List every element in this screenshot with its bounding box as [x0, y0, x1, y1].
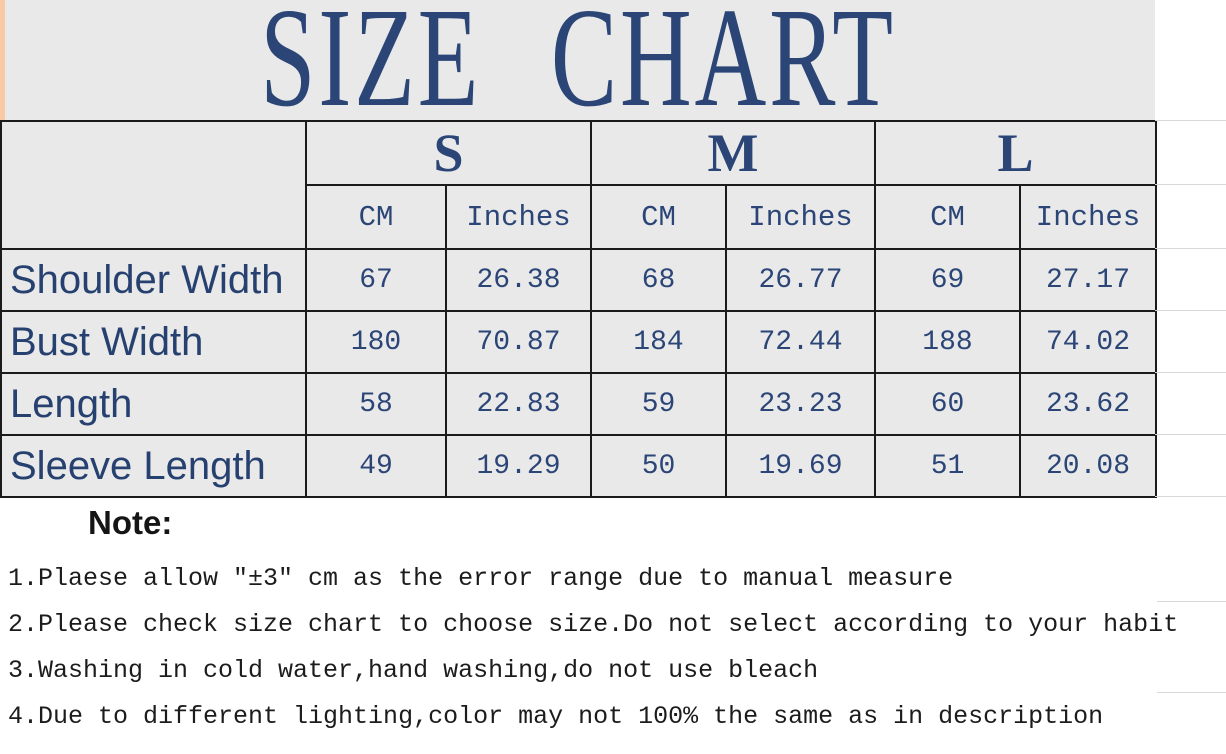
unit-header-l-inches: Inches: [1019, 184, 1158, 250]
value-cell: 67: [305, 248, 447, 312]
value-cell: 20.08: [1019, 434, 1158, 498]
note-item-2: 2.Please check size chart to choose size…: [8, 610, 1179, 639]
gridline: [1157, 692, 1226, 693]
value-cell: 19.29: [444, 434, 593, 498]
value-cell: 72.44: [725, 310, 877, 374]
gridline: [1157, 601, 1226, 602]
gridline: [1155, 372, 1226, 373]
value-cell: 58: [305, 372, 447, 436]
row-label: Shoulder Width: [0, 248, 307, 312]
page-title: SIZE CHART: [259, 0, 896, 136]
table-header-sizes: S M L: [0, 120, 1158, 250]
unit-header-m-cm: CM: [590, 184, 728, 250]
value-cell: 23.62: [1019, 372, 1158, 436]
value-cell: 19.69: [725, 434, 877, 498]
gridline: [1155, 310, 1226, 311]
value-cell: 23.23: [725, 372, 877, 436]
value-cell: 60: [874, 372, 1022, 436]
note-heading: Note:: [88, 504, 173, 541]
notes-list: 1.Plaese allow ″±3″ cm as the error rang…: [8, 556, 1223, 740]
note-item-1: 1.Plaese allow ″±3″ cm as the error rang…: [8, 564, 954, 593]
note-item-4: 4.Due to different lighting,color may no…: [8, 702, 1104, 731]
value-cell: 184: [590, 310, 728, 374]
value-cell: 70.87: [444, 310, 593, 374]
title-band: SIZE CHART: [0, 0, 1155, 128]
size-header-l: L: [874, 120, 1158, 186]
accent-stripe: [0, 0, 5, 120]
table-row-length: Length 58 22.83 59 23.23 60 23.62: [0, 372, 1158, 436]
size-table: S M L CM Inches CM Inches CM Inches Shou…: [0, 120, 1158, 498]
corner-empty-cell: [0, 120, 307, 250]
value-cell: 74.02: [1019, 310, 1158, 374]
value-cell: 69: [874, 248, 1022, 312]
unit-header-m-inches: Inches: [725, 184, 877, 250]
gridline: [1155, 184, 1226, 185]
value-cell: 26.38: [444, 248, 593, 312]
size-header-s: S: [304, 120, 593, 186]
value-cell: 26.77: [725, 248, 877, 312]
value-cell: 50: [590, 434, 728, 498]
table-row-shoulder-width: Shoulder Width 67 26.38 68 26.77 69 27.1…: [0, 248, 1158, 312]
size-header-m: M: [590, 120, 877, 186]
gridline: [1155, 434, 1226, 435]
value-cell: 180: [305, 310, 447, 374]
value-cell: 68: [590, 248, 728, 312]
value-cell: 51: [874, 434, 1022, 498]
value-cell: 22.83: [444, 372, 593, 436]
table-header-units: CM Inches CM Inches CM Inches: [1, 184, 1158, 250]
table-row-bust-width: Bust Width 180 70.87 184 72.44 188 74.02: [0, 310, 1158, 374]
row-label: Length: [0, 372, 307, 436]
value-cell: 49: [305, 434, 447, 498]
value-cell: 59: [590, 372, 728, 436]
gridline: [1155, 248, 1226, 249]
unit-header-s-cm: CM: [305, 184, 447, 250]
table-row-sleeve-length: Sleeve Length 49 19.29 50 19.69 51 20.08: [0, 434, 1158, 498]
value-cell: 188: [874, 310, 1022, 374]
value-cell: 27.17: [1019, 248, 1158, 312]
note-item-3: 3.Washing in cold water,hand washing,do …: [8, 656, 819, 685]
unit-header-l-cm: CM: [874, 184, 1022, 250]
unit-header-s-inches: Inches: [444, 184, 593, 250]
gridline: [1155, 120, 1226, 121]
row-label: Sleeve Length: [0, 434, 307, 498]
gridline: [1155, 496, 1226, 497]
row-label: Bust Width: [0, 310, 307, 374]
